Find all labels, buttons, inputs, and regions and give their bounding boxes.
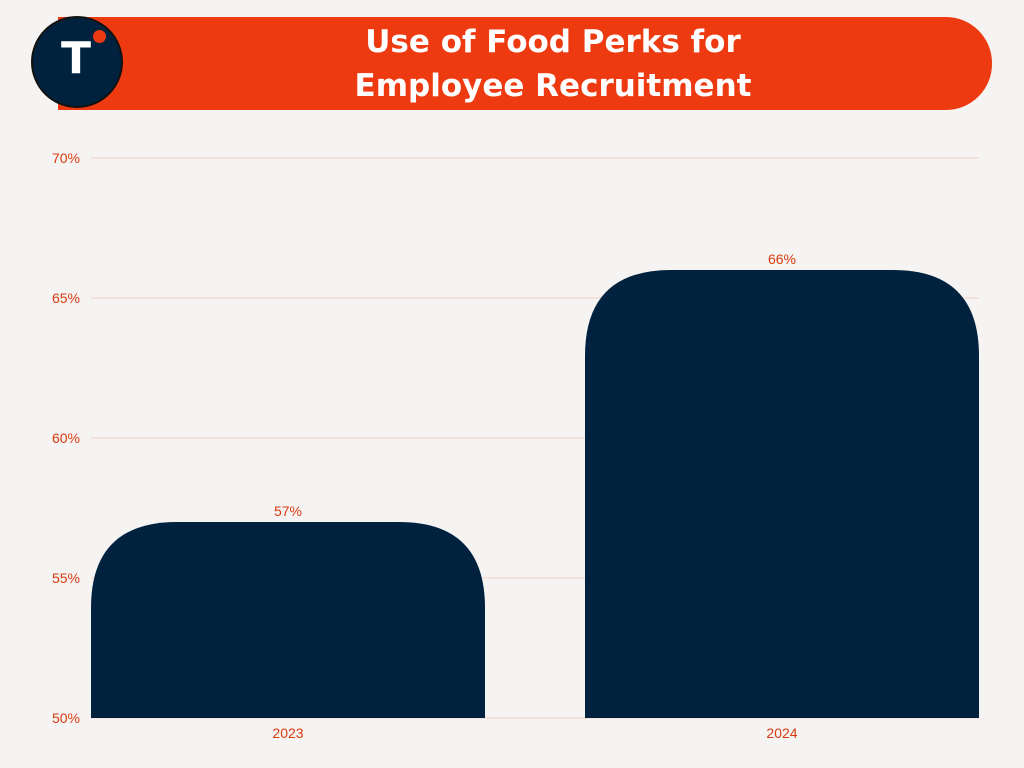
bar-2024 xyxy=(585,270,979,718)
y-tick-label: 60% xyxy=(52,430,80,446)
chart-title-line-1: Use of Food Perks for xyxy=(365,23,741,60)
chart-title: Use of Food Perks for Employee Recruitme… xyxy=(200,17,906,110)
y-tick-label: 55% xyxy=(52,570,80,586)
title-banner xyxy=(58,17,992,110)
x-tick-label: 2023 xyxy=(272,725,303,741)
data-label: 57% xyxy=(274,503,302,519)
data-label: 66% xyxy=(768,251,796,267)
bar-2023 xyxy=(91,522,485,718)
logo-dot-icon xyxy=(93,30,106,43)
y-tick-label: 65% xyxy=(52,290,80,306)
logo-letter: T xyxy=(60,33,91,84)
chart-title-line-2: Employee Recruitment xyxy=(354,67,752,104)
y-tick-label: 70% xyxy=(52,150,80,166)
x-tick-label: 2024 xyxy=(766,725,797,741)
y-tick-label: 50% xyxy=(52,710,80,726)
brand-logo: T xyxy=(31,16,123,108)
